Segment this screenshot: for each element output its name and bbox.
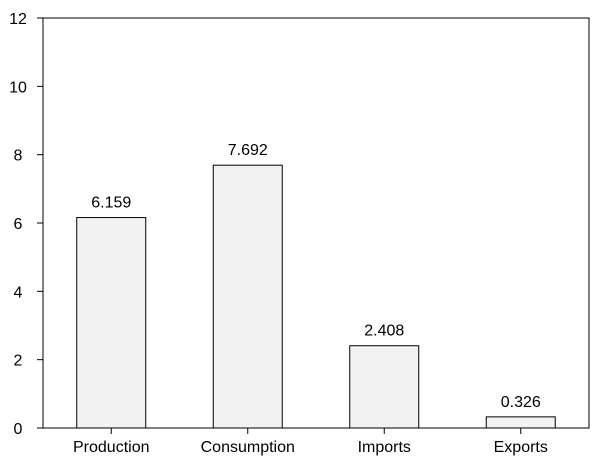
bar-imports (349, 345, 420, 429)
data-label-production: 6.159 (91, 195, 131, 212)
x-tick-label-production: Production (73, 439, 150, 456)
y-tick-label: 8 (14, 148, 23, 165)
y-tick-label: 4 (14, 284, 23, 301)
y-tick-label: 2 (14, 353, 23, 370)
y-tick-label: 6 (14, 216, 23, 233)
bar-consumption (212, 164, 283, 429)
x-tick-label-consumption: Consumption (201, 439, 295, 456)
x-axis: Production Consumption Imports Exports (73, 428, 548, 456)
data-label-consumption: 7.692 (228, 142, 268, 159)
y-tick-label: 12 (9, 11, 27, 28)
y-tick-label: 10 (9, 79, 27, 96)
data-label-exports: 0.326 (501, 394, 541, 411)
y-axis: 0 2 4 6 8 10 12 (9, 11, 43, 438)
x-tick-label-exports: Exports (494, 439, 548, 456)
y-tick-label: 0 (14, 421, 23, 438)
value-labels: 6.159 7.692 2.408 0.326 (91, 142, 541, 411)
bars (76, 164, 556, 429)
x-tick-label-imports: Imports (358, 439, 411, 456)
data-label-imports: 2.408 (364, 323, 404, 340)
bar-exports (485, 416, 556, 429)
bar-production (76, 217, 147, 429)
